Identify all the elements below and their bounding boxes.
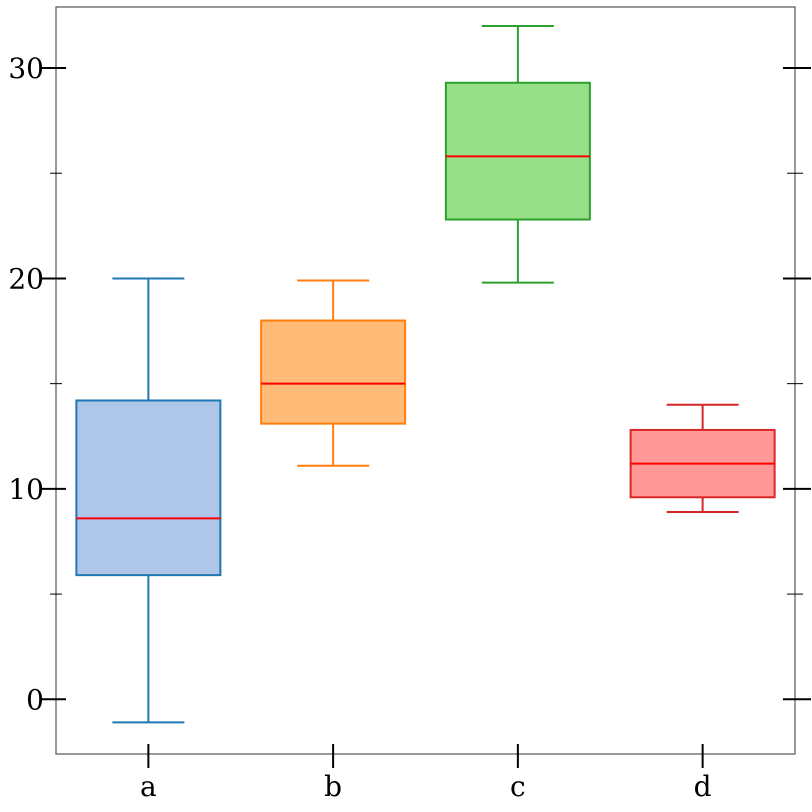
box-iqr — [75, 399, 222, 577]
y-tick-label: 20 — [8, 262, 44, 295]
box-series — [75, 24, 776, 724]
y-tick-label: 30 — [8, 52, 44, 85]
box-a — [75, 277, 222, 724]
x-tick-label: c — [510, 770, 526, 803]
y-tick-label: 0 — [26, 683, 44, 716]
y-axis-right — [783, 67, 811, 701]
x-axis: a b c d — [140, 744, 712, 803]
x-tick-label: b — [324, 770, 342, 803]
x-tick-label: d — [694, 770, 712, 803]
plot-area — [55, 6, 796, 755]
box-iqr — [444, 81, 591, 221]
box-iqr — [260, 319, 407, 425]
box-d — [629, 403, 776, 514]
box-c — [444, 24, 591, 284]
box-b — [260, 279, 407, 467]
y-tick-label: 10 — [8, 473, 44, 506]
x-tick-label: a — [140, 770, 157, 803]
plot-frame — [55, 6, 796, 755]
y-axis-left: 0 10 20 30 — [8, 52, 66, 716]
